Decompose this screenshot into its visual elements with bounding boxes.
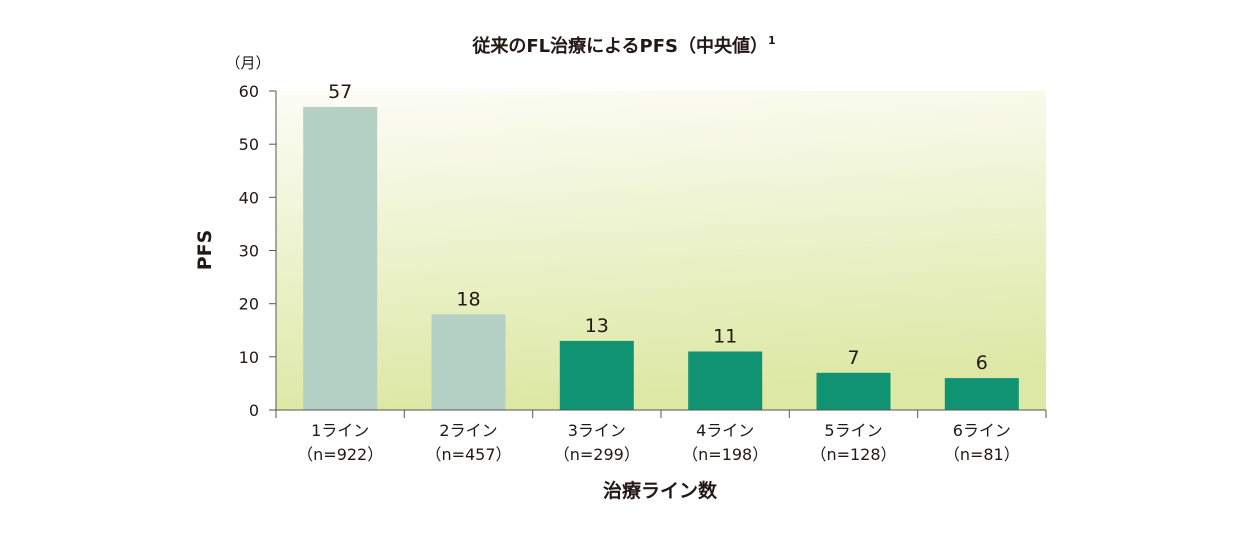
y-tick-label-50: 50 [239,135,259,154]
x-category-sample-size-5: （n=128） [810,445,896,464]
chart-title: 従来のFL治療によるPFS（中央値）1 [471,34,775,57]
x-category-label-3: 3ライン [568,421,626,440]
bars-group: 57 18 13 11 7 6 [303,81,1019,411]
y-tick-label-20: 20 [239,295,259,314]
x-category-label-1: 1ライン [311,421,369,440]
y-axis-unit-label: （月） [225,54,270,72]
bar-5 [816,372,891,410]
y-tick-label-60: 60 [239,82,259,101]
y-axis-title: PFS [194,230,216,271]
x-axis: 1ライン （n=922） 2ライン （n=457） 3ライン （n=299） 4ライン （n=… [275,409,1047,464]
x-category-sample-size-2: （n=457） [425,445,511,464]
bar-value-label-6: 6 [976,352,988,374]
x-category-sample-size-4: （n=198） [682,445,768,464]
x-category-label-5: 5ライン [824,421,882,440]
y-tick-label-0: 0 [249,401,259,420]
bar-2 [431,314,506,410]
y-tick-label-40: 40 [239,188,259,207]
chart-title-footnote-marker: 1 [768,34,776,47]
x-category-label-2: 2ライン [439,421,497,440]
bar-value-label-4: 11 [713,326,737,348]
x-category-sample-size-1: （n=922） [297,445,383,464]
x-category-label-6: 6ライン [953,421,1011,440]
bar-1 [303,106,378,411]
bar-value-label-3: 13 [585,315,609,337]
y-tick-label-10: 10 [239,348,259,367]
chart-title-text: 従来のFL治療によるPFS（中央値） [471,35,768,57]
bar-4 [688,351,763,410]
x-axis-title: 治療ライン数 [603,479,718,502]
x-category-label-4: 4ライン [696,421,754,440]
plot-area-background [276,91,1046,410]
bar-6 [944,378,1019,410]
bar-3 [559,340,634,410]
bar-value-label-5: 7 [847,347,859,369]
bar-value-label-2: 18 [456,288,480,310]
bar-value-label-1: 57 [328,81,352,103]
y-axis: 0 10 20 30 40 50 60 [239,82,277,420]
x-category-sample-size-6: （n=81） [944,445,1020,464]
x-category-sample-size-3: （n=299） [554,445,640,464]
y-tick-label-30: 30 [239,242,259,261]
